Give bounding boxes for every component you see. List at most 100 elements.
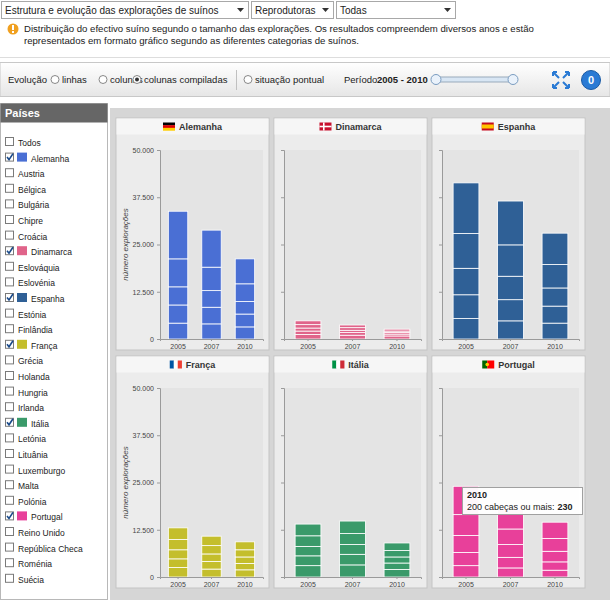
checkbox[interactable] xyxy=(6,418,14,426)
checkbox[interactable] xyxy=(6,138,14,146)
country-item[interactable]: Bélgica xyxy=(6,184,47,195)
dropdown-text[interactable]: Estrutura e evolução das explorações de … xyxy=(5,5,218,16)
checkbox[interactable] xyxy=(6,340,14,348)
radio-option[interactable]: linhas xyxy=(51,74,87,85)
dropdown-text[interactable]: Reprodutoras xyxy=(255,5,316,16)
checkbox[interactable] xyxy=(6,434,14,442)
dropdown-text[interactable]: Todas xyxy=(340,5,367,16)
radio-option[interactable]: situação pontual xyxy=(244,74,324,85)
checkbox[interactable] xyxy=(6,481,14,489)
country-name[interactable]: Reino Unido xyxy=(18,528,65,538)
dropdown[interactable]: Estrutura e evolução das explorações de … xyxy=(2,2,249,19)
slider-track[interactable] xyxy=(434,77,516,82)
country-name[interactable]: Bulgária xyxy=(18,200,49,210)
country-item[interactable]: Lituânia xyxy=(6,450,49,461)
checkbox[interactable] xyxy=(6,231,14,239)
country-item[interactable]: Finlândia xyxy=(6,325,53,336)
country-item[interactable]: Espanha xyxy=(6,293,65,304)
country-name[interactable]: Eslovénia xyxy=(18,278,55,288)
country-item[interactable]: Roménia xyxy=(6,559,53,570)
country-name[interactable]: Eslováquia xyxy=(18,263,60,273)
country-item[interactable]: Holanda xyxy=(6,372,50,383)
radio[interactable] xyxy=(51,76,59,84)
country-item[interactable]: Todos xyxy=(6,138,41,149)
country-item[interactable]: Alemanha xyxy=(6,153,70,164)
country-name[interactable]: Letónia xyxy=(18,434,46,444)
country-item[interactable]: Austria xyxy=(6,169,45,180)
checkbox[interactable] xyxy=(6,574,14,582)
radio-label[interactable]: situação pontual xyxy=(255,74,324,85)
expand-arrow[interactable] xyxy=(563,82,569,88)
country-item[interactable]: República Checa xyxy=(6,543,84,554)
country-name[interactable]: República Checa xyxy=(18,544,83,554)
dropdown[interactable]: Todas xyxy=(337,2,456,19)
country-item[interactable]: Malta xyxy=(6,481,40,492)
checkbox-check[interactable] xyxy=(7,419,13,425)
checkbox-check[interactable] xyxy=(7,341,13,347)
country-name[interactable]: Holanda xyxy=(18,372,50,382)
dropdown-box[interactable] xyxy=(337,2,456,19)
country-name[interactable]: Malta xyxy=(18,481,39,491)
checkbox[interactable] xyxy=(6,543,14,551)
country-name[interactable]: Roménia xyxy=(18,559,52,569)
dropdown-box[interactable] xyxy=(252,2,334,19)
country-item[interactable]: Itália xyxy=(6,418,50,429)
country-name[interactable]: Polónia xyxy=(18,497,47,507)
radio-label[interactable]: colunas compiladas xyxy=(144,74,228,85)
country-name[interactable]: Lituânia xyxy=(18,450,48,460)
country-item[interactable]: Croácia xyxy=(6,231,48,242)
expand-arrow[interactable] xyxy=(553,82,559,88)
country-name[interactable]: Suécia xyxy=(18,575,44,585)
radio-label[interactable]: colunas xyxy=(110,74,143,85)
radio-label[interactable]: linhas xyxy=(62,74,87,85)
expand-arrow[interactable] xyxy=(553,72,559,78)
country-item[interactable]: Luxemburgo xyxy=(6,465,66,476)
checkbox[interactable] xyxy=(6,309,14,317)
checkbox[interactable] xyxy=(6,262,14,270)
checkbox[interactable] xyxy=(6,403,14,411)
dropdown-arrow[interactable] xyxy=(322,8,329,12)
country-name[interactable]: Alemanha xyxy=(31,154,70,164)
country-item[interactable]: Bulgária xyxy=(6,200,50,211)
dropdown-box[interactable] xyxy=(2,2,249,19)
checkbox[interactable] xyxy=(6,528,14,536)
country-item[interactable]: Grécia xyxy=(6,356,44,367)
country-item[interactable]: Irlanda xyxy=(6,403,45,414)
radio-selected[interactable] xyxy=(135,78,139,82)
dropdown[interactable]: Reprodutoras xyxy=(252,2,334,19)
country-item[interactable]: Hungria xyxy=(6,387,49,398)
country-name[interactable]: Estónia xyxy=(18,310,47,320)
checkbox[interactable] xyxy=(6,200,14,208)
checkbox[interactable] xyxy=(6,247,14,255)
country-name[interactable]: Grécia xyxy=(18,356,43,366)
checkbox[interactable] xyxy=(6,356,14,364)
country-swatch[interactable] xyxy=(17,293,27,302)
checkbox[interactable] xyxy=(6,294,14,302)
expand-arrow[interactable] xyxy=(563,72,569,78)
checkbox[interactable] xyxy=(6,450,14,458)
checkbox[interactable] xyxy=(6,559,14,567)
country-name[interactable]: Dinamarca xyxy=(31,247,72,257)
country-item[interactable]: Eslovénia xyxy=(6,278,56,289)
country-name[interactable]: Espanha xyxy=(31,294,65,304)
country-item[interactable]: Polónia xyxy=(6,496,47,507)
expand-box[interactable] xyxy=(552,71,570,89)
country-name[interactable]: Irlanda xyxy=(18,403,44,413)
country-name[interactable]: Itália xyxy=(31,419,49,429)
country-name[interactable]: França xyxy=(31,341,58,351)
radio-option[interactable]: colunas xyxy=(99,74,143,85)
checkbox[interactable] xyxy=(6,153,14,161)
country-name[interactable]: Croácia xyxy=(18,232,48,242)
dropdown-arrow[interactable] xyxy=(444,8,451,12)
country-swatch[interactable] xyxy=(17,511,27,520)
country-item[interactable]: Dinamarca xyxy=(6,246,73,257)
checkbox[interactable] xyxy=(6,496,14,504)
radio[interactable] xyxy=(133,76,141,84)
badge-circle[interactable] xyxy=(582,71,601,90)
slider-handle[interactable] xyxy=(508,75,518,85)
checkbox[interactable] xyxy=(6,278,14,286)
checkbox[interactable] xyxy=(6,465,14,473)
country-item[interactable]: Eslováquia xyxy=(6,262,60,273)
checkbox[interactable] xyxy=(6,372,14,380)
country-item[interactable]: França xyxy=(6,340,58,351)
